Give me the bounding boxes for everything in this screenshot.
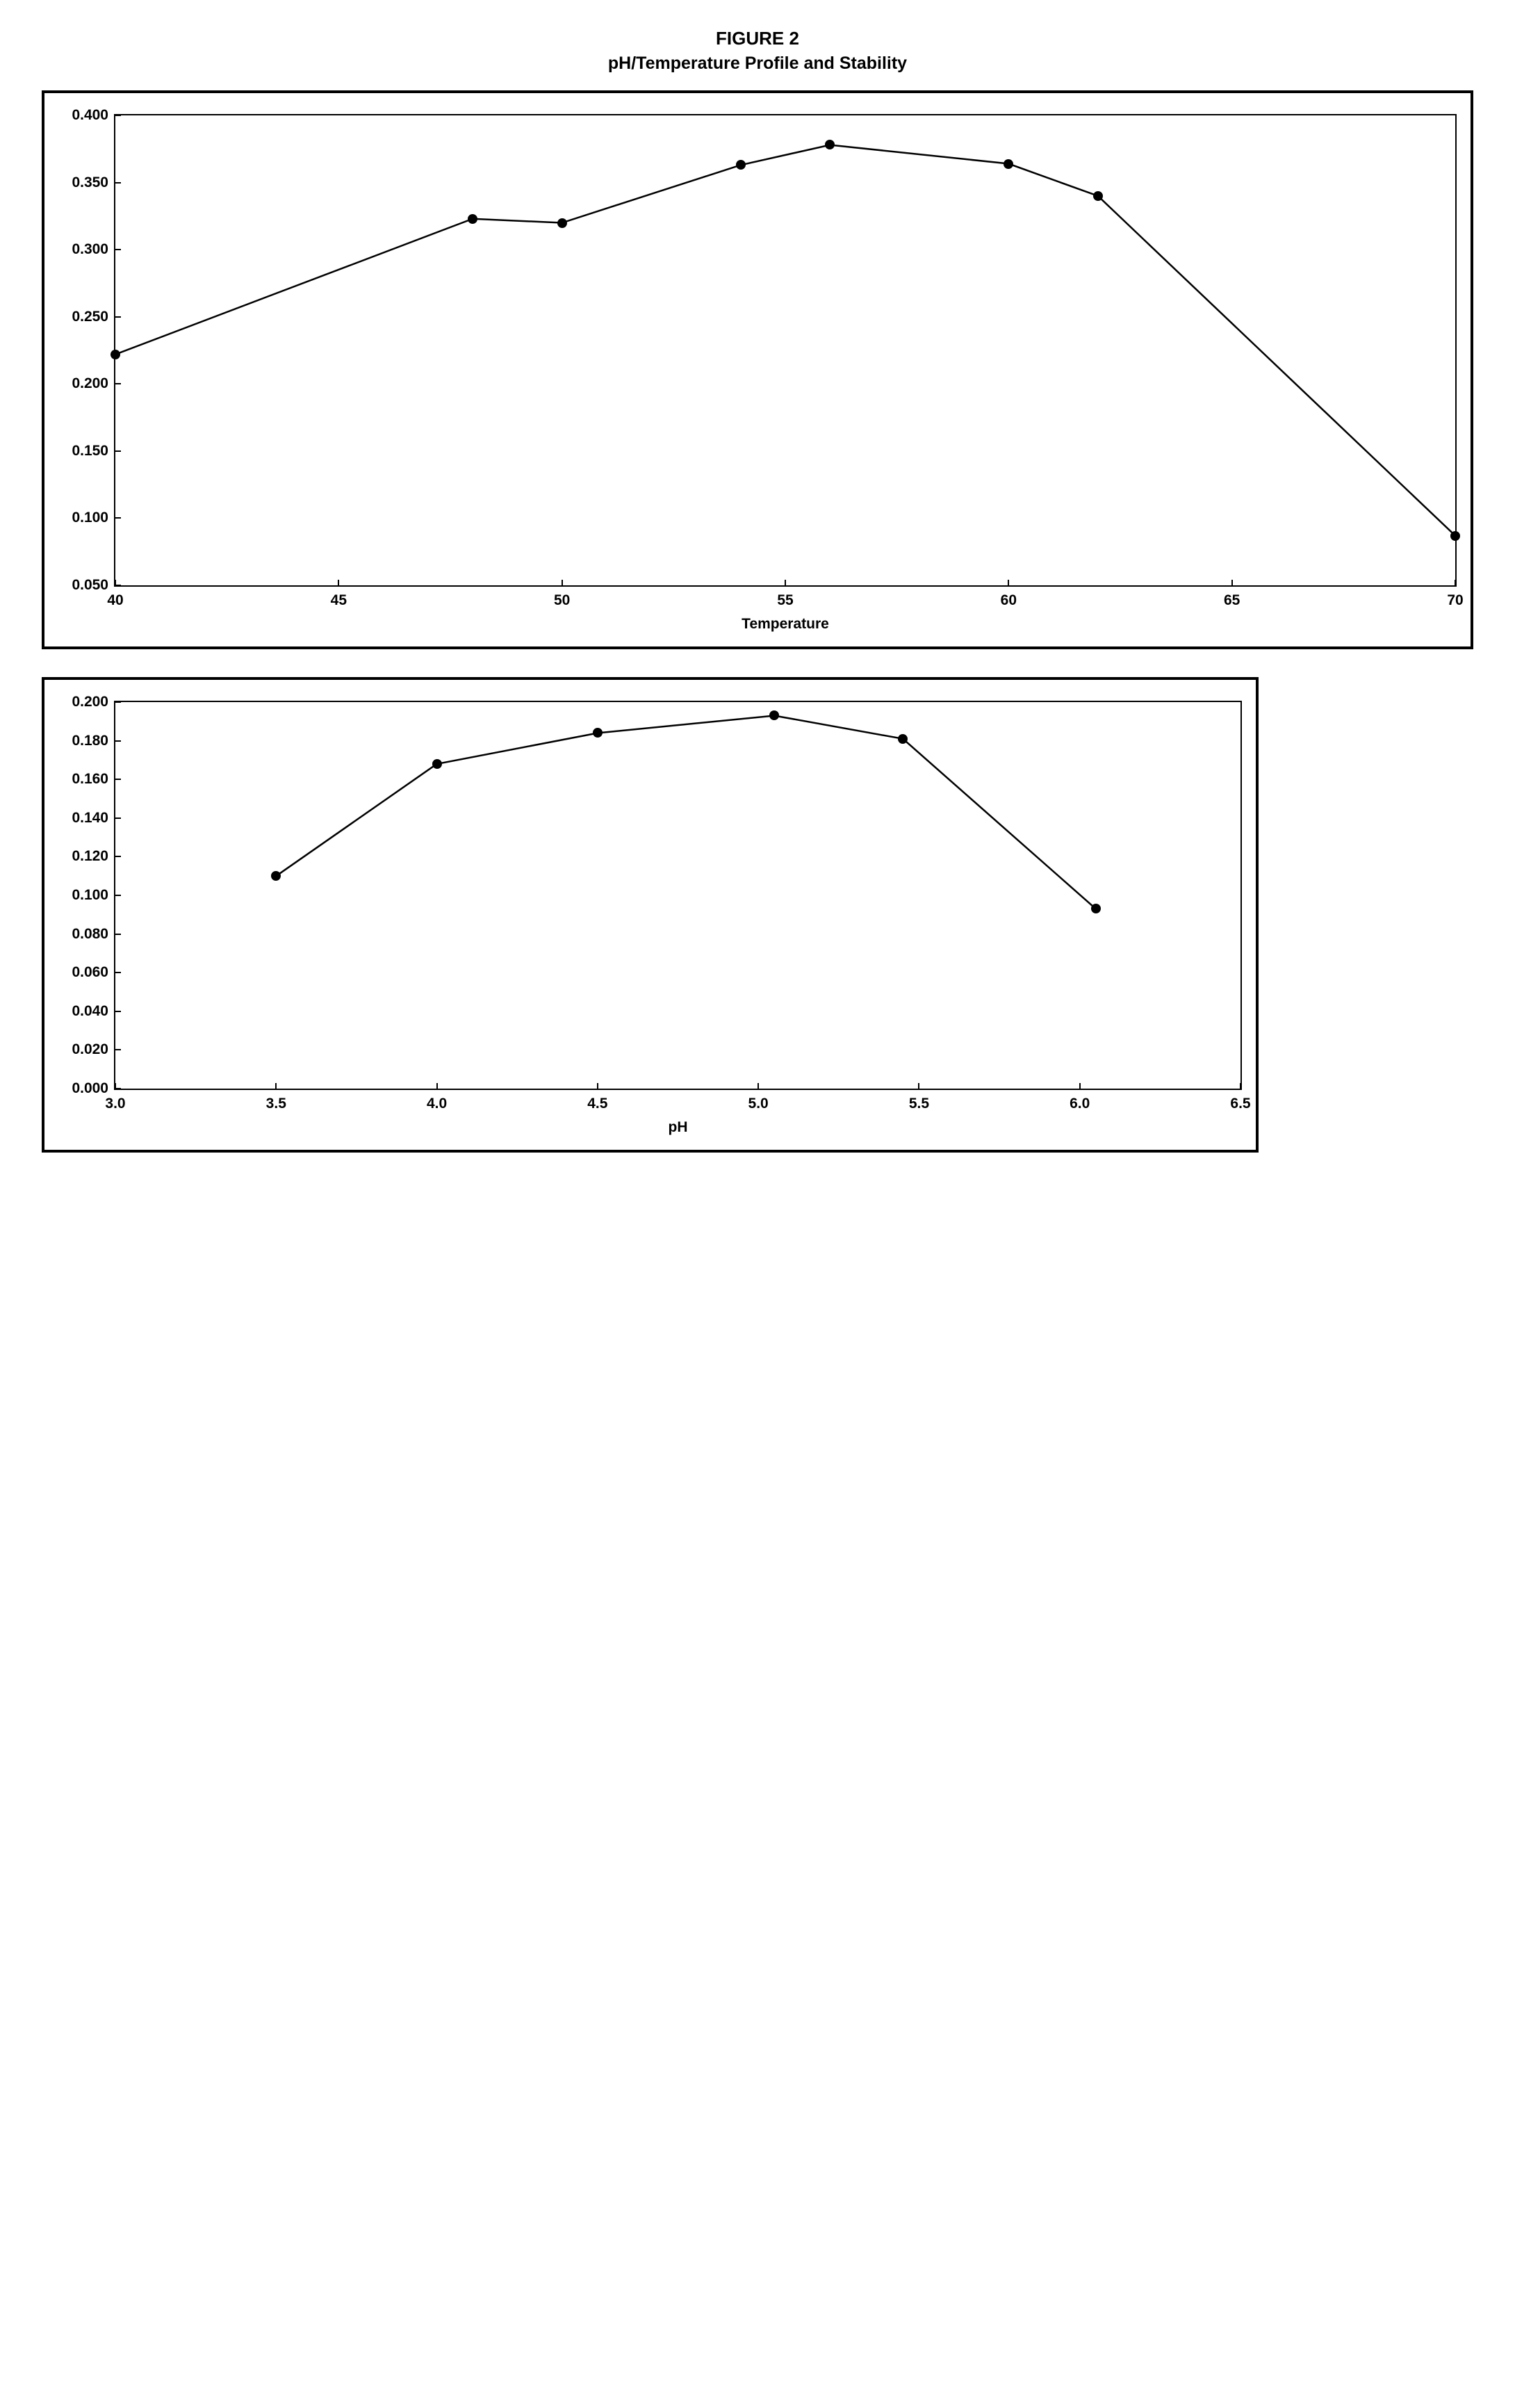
x-tick-mark (562, 580, 563, 585)
data-marker (769, 710, 779, 720)
x-tick-label: 45 (331, 585, 347, 609)
x-tick-mark (1079, 1083, 1081, 1089)
x-tick-mark (785, 580, 786, 585)
chart-temperature: 0.0500.1000.1500.2000.2500.3000.3500.400… (42, 90, 1473, 649)
y-tick-mark (115, 779, 121, 780)
y-tick-mark (115, 450, 121, 452)
data-marker (825, 140, 835, 149)
y-tick-label: 0.020 (72, 1041, 115, 1058)
y-tick-label: 0.100 (72, 887, 115, 904)
x-tick-label: 60 (1001, 585, 1017, 609)
x-tick-label: 3.0 (105, 1089, 125, 1112)
y-tick-mark (115, 740, 121, 742)
figure-subtitle: pH/Temperature Profile and Stability (42, 54, 1473, 74)
y-tick-label: 0.080 (72, 926, 115, 943)
y-tick-mark (115, 517, 121, 519)
y-tick-mark (115, 115, 121, 116)
y-tick-mark (115, 934, 121, 935)
data-marker (432, 759, 442, 769)
y-tick-label: 0.350 (72, 174, 115, 191)
x-tick-label: 3.5 (266, 1089, 286, 1112)
x-tick-label: 4.0 (427, 1089, 447, 1112)
data-marker (557, 218, 567, 228)
x-tick-mark (918, 1083, 919, 1089)
line-series-ph (115, 702, 1240, 1089)
data-marker (1093, 191, 1103, 201)
y-tick-mark (115, 856, 121, 857)
y-tick-mark (115, 972, 121, 973)
y-tick-label: 0.200 (72, 694, 115, 710)
y-tick-label: 0.160 (72, 771, 115, 788)
x-tick-label: 5.0 (748, 1089, 769, 1112)
x-tick-label: 6.0 (1070, 1089, 1090, 1112)
y-tick-label: 0.060 (72, 964, 115, 981)
x-tick-label: 50 (554, 585, 570, 609)
x-tick-label: 65 (1224, 585, 1240, 609)
x-tick-mark (115, 1083, 116, 1089)
x-tick-label: 40 (107, 585, 123, 609)
plot-area-ph: 0.0000.0200.0400.0600.0800.1000.1200.140… (114, 701, 1242, 1090)
data-marker (898, 734, 908, 744)
x-tick-label: 5.5 (909, 1089, 929, 1112)
x-tick-label: 70 (1447, 585, 1463, 609)
data-marker (736, 160, 746, 170)
x-tick-mark (1008, 580, 1009, 585)
y-tick-mark (115, 316, 121, 318)
x-tick-mark (436, 1083, 438, 1089)
y-tick-label: 0.200 (72, 375, 115, 392)
y-tick-mark (115, 383, 121, 384)
figure-label: FIGURE 2 (42, 28, 1473, 49)
y-tick-label: 0.180 (72, 733, 115, 749)
y-tick-label: 0.400 (72, 107, 115, 124)
y-tick-label: 0.100 (72, 510, 115, 526)
series-line (115, 145, 1455, 535)
y-tick-mark (115, 817, 121, 819)
data-marker (110, 350, 120, 359)
y-tick-mark (115, 182, 121, 184)
plot-area-temperature: 0.0500.1000.1500.2000.2500.3000.3500.400… (114, 114, 1457, 587)
x-tick-mark (1240, 1083, 1241, 1089)
data-marker (1450, 531, 1460, 541)
series-line (276, 715, 1096, 909)
data-marker (271, 871, 281, 881)
x-axis-title-temperature: Temperature (114, 616, 1457, 633)
y-tick-label: 0.140 (72, 810, 115, 827)
data-marker (593, 728, 603, 738)
x-tick-mark (1455, 580, 1456, 585)
y-tick-label: 0.150 (72, 443, 115, 459)
x-tick-mark (597, 1083, 598, 1089)
x-tick-label: 4.5 (587, 1089, 607, 1112)
x-tick-mark (1231, 580, 1233, 585)
y-tick-label: 0.120 (72, 848, 115, 865)
line-series-temperature (115, 115, 1455, 585)
y-tick-mark (115, 1049, 121, 1050)
y-tick-mark (115, 249, 121, 250)
y-tick-mark (115, 1011, 121, 1012)
chart-ph: 0.0000.0200.0400.0600.0800.1000.1200.140… (42, 677, 1259, 1153)
y-tick-mark (115, 895, 121, 896)
y-tick-mark (115, 701, 121, 703)
data-marker (468, 214, 477, 224)
x-tick-mark (338, 580, 339, 585)
y-tick-label: 0.250 (72, 309, 115, 325)
x-tick-mark (115, 580, 116, 585)
x-tick-label: 6.5 (1230, 1089, 1250, 1112)
x-tick-mark (275, 1083, 277, 1089)
y-tick-label: 0.300 (72, 241, 115, 258)
data-marker (1091, 904, 1101, 913)
y-tick-label: 0.040 (72, 1003, 115, 1020)
x-tick-label: 55 (777, 585, 793, 609)
data-marker (1004, 159, 1013, 169)
x-axis-title-ph: pH (114, 1119, 1242, 1136)
x-tick-mark (758, 1083, 759, 1089)
